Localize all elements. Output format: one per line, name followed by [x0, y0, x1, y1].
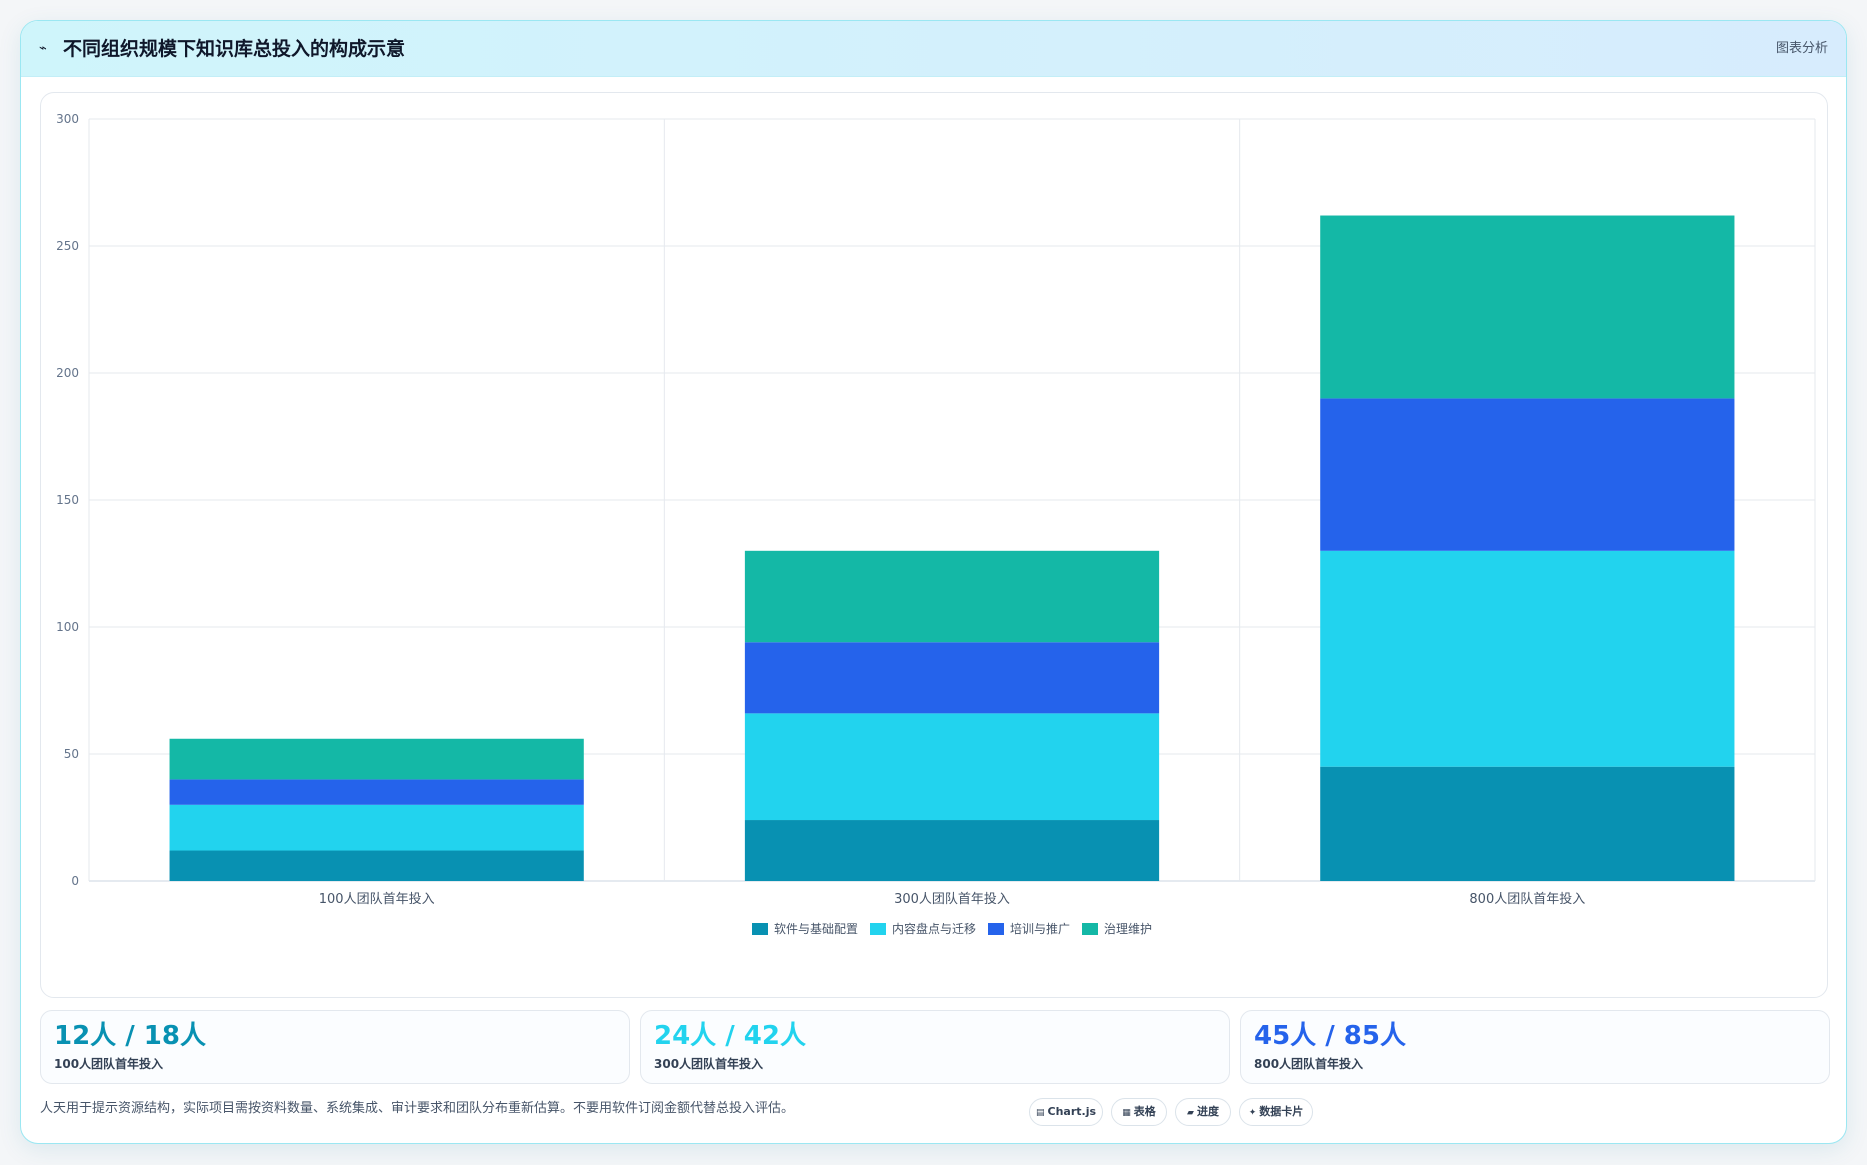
chart-panel: 0 50 100 150 200 250 300 100人团队首年投入 300人团队首年投入 80…: [40, 92, 1828, 998]
chip-chartjs[interactable]: ▤ Chart.js: [1029, 1098, 1103, 1126]
bar-segment: [169, 779, 584, 805]
page-title: 不同组织规模下知识库总投入的构成示意: [63, 38, 406, 60]
x-tick-label: 300人团队首年投入: [894, 891, 1010, 907]
x-tick-label: 100人团队首年投入: [319, 891, 435, 907]
stat-value: 12人 / 18人: [54, 1021, 206, 1051]
x-tick-label: 800人团队首年投入: [1469, 891, 1585, 907]
stat-card-100: 12人 / 18人 100人团队首年投入: [40, 1010, 630, 1084]
progress-icon: ▰: [1187, 1108, 1194, 1118]
card-icon: ✦: [1248, 1108, 1257, 1118]
bar-segment: [169, 850, 584, 881]
chip-progress[interactable]: ▰ 进度: [1175, 1098, 1231, 1126]
y-tick-label: 150: [56, 493, 79, 507]
y-tick-label: 0: [71, 874, 79, 888]
stat-value: 45人 / 85人: [1254, 1021, 1406, 1051]
stat-label: 300人团队首年投入: [654, 1057, 764, 1071]
table-icon: ▦: [1122, 1108, 1131, 1118]
y-tick-label: 50: [64, 747, 79, 761]
chip-data-card[interactable]: ✦ 数据卡片: [1239, 1098, 1313, 1126]
legend-swatch: [870, 923, 886, 935]
bar-segment: [1320, 215, 1735, 399]
bar-segment: [1320, 766, 1735, 881]
y-tick-label: 300: [56, 112, 79, 126]
legend-label: 治理维护: [1104, 922, 1152, 936]
stacked-bar-chart: 0 50 100 150 200 250 300 100人团队首年投入 300人团队首年投入 80…: [56, 112, 1816, 936]
chart-card: ⌁ 不同组织规模下知识库总投入的构成示意 图表分析 0 50 100 150 200 25…: [20, 20, 1847, 1144]
stat-card-800: 45人 / 85人 800人团队首年投入: [1240, 1010, 1830, 1084]
stat-label: 100人团队首年投入: [54, 1057, 164, 1071]
chip-label: 进度: [1196, 1105, 1219, 1118]
chart-analysis-tag: 图表分析: [1775, 41, 1828, 56]
bar-segment: [169, 738, 584, 780]
chip-label: 数据卡片: [1259, 1105, 1304, 1118]
bar-segment: [1320, 550, 1735, 767]
bar-segment: [744, 820, 1160, 881]
chip-label: Chart.js: [1047, 1105, 1097, 1118]
legend-label: 培训与推广: [1010, 921, 1070, 936]
bar-segment: [744, 642, 1160, 714]
stat-label: 800人团队首年投入: [1254, 1057, 1364, 1071]
legend-label: 软件与基础配置: [774, 922, 858, 936]
legend-label: 内容盘点与迁移: [892, 921, 976, 936]
y-tick-label: 100: [56, 620, 79, 634]
chip-label: 表格: [1133, 1105, 1156, 1118]
y-tick-label: 200: [56, 366, 79, 380]
legend-swatch: [752, 923, 768, 935]
stat-value: 24人 / 42人: [654, 1021, 806, 1051]
chip-table[interactable]: ▦ 表格: [1111, 1098, 1167, 1126]
bar-segment: [744, 550, 1160, 643]
bar-segment: [744, 713, 1160, 821]
y-tick-label: 250: [56, 239, 79, 253]
stat-card-300: 24人 / 42人 300人团队首年投入: [640, 1010, 1230, 1084]
footnote: 人天用于提示资源结构，实际项目需按资料数量、系统集成、审计要求和团队分布重新估算…: [40, 1101, 795, 1116]
legend-swatch: [988, 923, 1004, 935]
card-header: ⌁ 不同组织规模下知识库总投入的构成示意 图表分析: [21, 21, 1846, 77]
legend-swatch: [1082, 923, 1098, 935]
bar-segment: [1320, 398, 1735, 551]
trend-line-icon: ⌁: [39, 41, 47, 56]
bar-segment: [169, 804, 584, 851]
chart-icon: ▤: [1035, 1108, 1045, 1118]
